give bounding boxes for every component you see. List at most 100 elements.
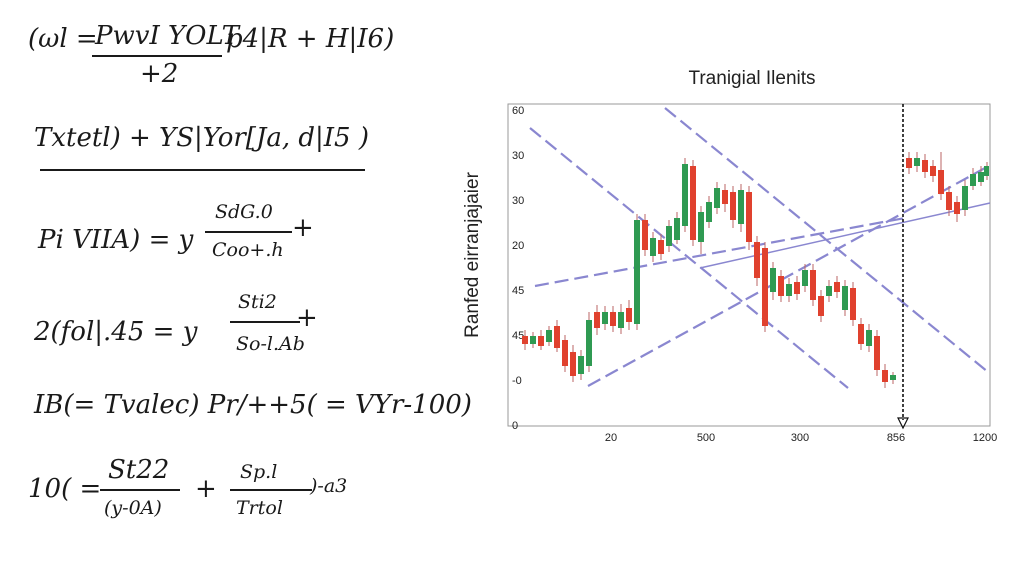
candle <box>842 286 848 310</box>
candle <box>850 288 856 320</box>
candle <box>642 220 648 250</box>
candle <box>762 248 768 326</box>
candle <box>890 375 896 380</box>
candle <box>546 330 552 342</box>
formula-denominator: So-l.Ab <box>236 333 305 355</box>
candle <box>634 220 640 324</box>
y-tick-label: -0 <box>512 375 522 387</box>
x-tick-label: 300 <box>791 432 809 444</box>
candle <box>874 336 880 370</box>
candle <box>594 312 600 328</box>
candle <box>746 192 752 242</box>
candle <box>786 284 792 296</box>
candle <box>970 174 976 186</box>
candle <box>738 190 744 224</box>
formula-text: 10( = <box>28 474 101 504</box>
candle <box>538 336 544 346</box>
x-tick-label: 856 <box>887 432 905 444</box>
candle <box>626 308 632 322</box>
y-tick-label: 20 <box>512 240 524 252</box>
candle <box>818 296 824 316</box>
candle <box>586 320 592 366</box>
candle <box>650 238 656 256</box>
x-tick-labels: 20 500 300 856 1200 <box>605 432 997 444</box>
candle <box>882 370 888 382</box>
candle <box>946 192 952 210</box>
candle <box>984 166 989 176</box>
formula-numerator: SdG.0 <box>215 201 273 223</box>
candle <box>522 336 528 344</box>
formula-numerator: Sti2 <box>238 291 277 313</box>
formula-text: (ωl = <box>28 24 98 54</box>
formula-text: )-a3 <box>309 475 347 497</box>
candle <box>578 356 584 374</box>
candle <box>714 188 720 208</box>
candle <box>826 286 832 296</box>
formula-text: Pi VIIA) = y <box>37 225 194 255</box>
y-tick-labels: 60 30 30 20 45 45 -0 0 <box>512 105 524 432</box>
y-tick-label: 45 <box>512 285 524 297</box>
candle <box>722 190 728 204</box>
candle <box>802 270 808 286</box>
y-tick-label: 45 <box>512 330 524 342</box>
candle <box>866 330 872 346</box>
trend-line <box>534 216 906 288</box>
candle <box>938 170 944 194</box>
formula-text: + <box>292 213 314 243</box>
formula-denominator: Trtol <box>236 497 283 519</box>
candle <box>618 312 624 328</box>
marker-arrow <box>897 417 909 430</box>
candle <box>706 202 712 222</box>
candle <box>922 160 928 172</box>
x-tick-label: 1200 <box>973 432 997 444</box>
y-tick-label: 0 <box>512 420 518 432</box>
trend-line <box>699 202 991 269</box>
candle <box>978 172 984 182</box>
candles <box>522 152 989 388</box>
x-tick-label: 20 <box>605 432 617 444</box>
formula-numerator: St22 <box>108 455 169 485</box>
formula-text: p4|R + H|I6) <box>226 24 394 54</box>
candle <box>954 202 960 214</box>
y-tick-label: 30 <box>512 195 524 207</box>
candle <box>754 242 760 278</box>
y-tick-label: 30 <box>512 150 524 162</box>
x-tick-label: 500 <box>697 432 715 444</box>
formula-denominator: (y-0A) <box>104 497 162 519</box>
trend-line <box>587 167 986 387</box>
formula-numerator: PwvI YOLT <box>94 21 241 51</box>
candle <box>690 166 696 240</box>
formula-text: + <box>296 303 318 333</box>
candle <box>810 270 816 300</box>
candle <box>794 282 800 294</box>
chart-title: Tranigial Ilenits <box>688 68 815 89</box>
candle <box>906 158 912 168</box>
formula-text: Txtetl) + YS|Yor[Ja, d|I5 ) <box>34 123 369 153</box>
candle <box>730 192 736 220</box>
candle <box>530 336 536 344</box>
candle <box>570 352 576 376</box>
candle <box>914 158 920 166</box>
formula-text: IB(= Tvalec) Pr/++5( = VYr-100) <box>33 390 472 420</box>
candle <box>778 276 784 296</box>
y-axis-label: Ranfed eirranjajaier <box>462 171 483 337</box>
candle <box>610 312 616 326</box>
candle <box>666 226 672 246</box>
formulas: (ωl = PwvI YOLT +2 p4|R + H|I6) Txtetl) … <box>28 21 472 519</box>
candle <box>674 218 680 240</box>
formula-denominator: Coo+.h <box>212 239 284 261</box>
candle <box>562 340 568 366</box>
candle <box>962 186 968 210</box>
candle <box>554 326 560 348</box>
trend-lines <box>529 107 991 389</box>
formula-numerator: Sp.l <box>240 461 277 483</box>
candle <box>930 166 936 176</box>
plot-frame <box>507 103 991 427</box>
candle <box>658 240 664 254</box>
formula-text: 2(fol|.45 = y <box>33 317 198 347</box>
trend-line <box>529 127 849 389</box>
candle <box>858 324 864 344</box>
candle <box>770 268 776 292</box>
candle <box>682 164 688 226</box>
